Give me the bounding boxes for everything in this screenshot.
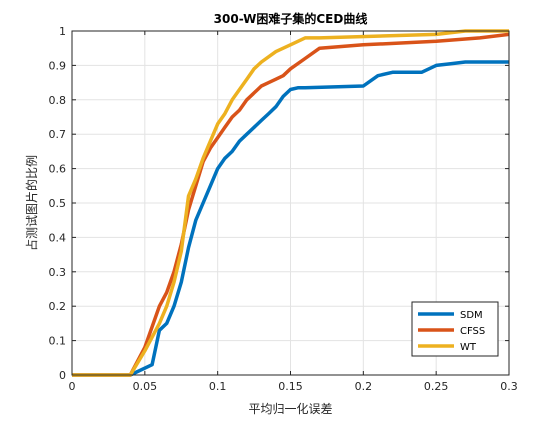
- y-tick-label: 0.5: [49, 197, 67, 210]
- x-axis-label: 平均归一化误差: [248, 402, 332, 416]
- x-tick-label: 0.05: [133, 380, 158, 393]
- x-tick-label: 0.3: [500, 380, 518, 393]
- y-tick-label: 0.1: [49, 335, 67, 348]
- x-tick-label: 0.2: [355, 380, 373, 393]
- y-tick-label: 0.9: [49, 59, 67, 72]
- y-tick-label: 0: [59, 369, 66, 382]
- legend-label-sdm: SDM: [460, 310, 483, 321]
- series-line-wt: [72, 29, 509, 377]
- y-tick-label: 0.8: [49, 94, 67, 107]
- series-lines: [72, 29, 510, 377]
- series-line-sdm: [72, 60, 509, 377]
- legend-label-cfss: CFSS: [460, 326, 485, 337]
- y-tick-label: 0.3: [49, 266, 67, 279]
- x-tick-label: 0.25: [424, 380, 449, 393]
- axis-ticks: 0 0.05 0.1 0.15 0.2 0.25 0.3 0 0.1 0.2 0.3 0.4 0.5 0.…: [49, 25, 518, 393]
- y-tick-label: 1: [59, 25, 66, 38]
- x-tick-label: 0: [69, 380, 76, 393]
- y-tick-label: 0.6: [49, 163, 67, 176]
- x-tick-label: 0.15: [278, 380, 303, 393]
- legend-label-wt: WT: [460, 342, 477, 353]
- chart-title: 300-W困难子集的CED曲线: [214, 11, 368, 26]
- y-axis-label: 占测试图片的比例: [24, 155, 39, 251]
- y-tick-label: 0.2: [49, 300, 67, 313]
- legend: SDM CFSS WT: [411, 301, 499, 357]
- series-line-cfss: [72, 32, 510, 377]
- x-tick-label: 0.1: [209, 380, 227, 393]
- y-tick-label: 0.7: [49, 128, 67, 141]
- y-tick-label: 0.4: [49, 231, 67, 244]
